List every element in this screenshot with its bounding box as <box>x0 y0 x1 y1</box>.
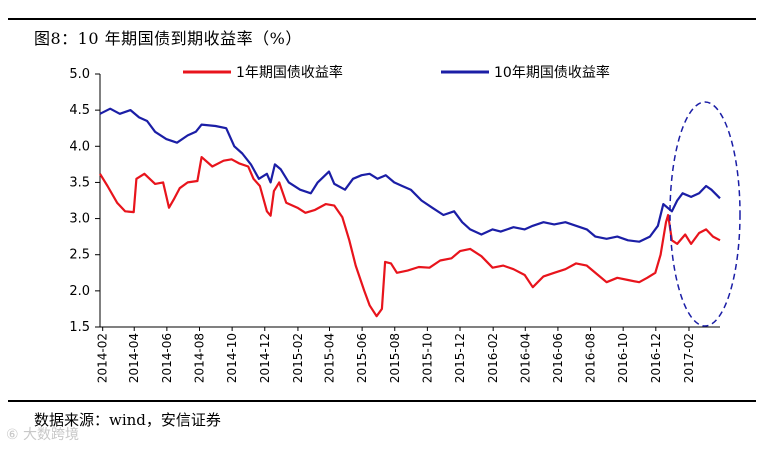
x-tick-label: 2014-08 <box>192 333 206 383</box>
y-tick-label: 2.0 <box>69 284 90 299</box>
y-tick-label: 5.0 <box>69 67 90 82</box>
top-rule <box>8 18 756 20</box>
x-tick-label: 2014-02 <box>96 333 110 383</box>
x-tick-label: 2014-06 <box>160 333 174 383</box>
x-tick-label: 2014-12 <box>258 333 272 383</box>
y-tick-label: 4.5 <box>69 103 90 118</box>
chart-title: 图8：10 年期国债到期收益率（%） <box>34 29 302 48</box>
x-tick-label: 2014-10 <box>225 333 239 383</box>
y-tick-label: 3.0 <box>69 212 90 227</box>
x-tick-label: 2016-12 <box>649 333 663 383</box>
legend-label: 1年期国债收益率 <box>236 64 343 81</box>
highlight-ellipse <box>669 101 741 327</box>
x-tick-label: 2014-04 <box>127 333 141 383</box>
y-tick-label: 4.0 <box>69 139 90 154</box>
x-tick-label: 2015-10 <box>420 333 434 383</box>
legend-label: 10年期国债收益率 <box>494 64 610 81</box>
x-tick-label: 2015-04 <box>322 333 336 383</box>
x-tick-label: 2015-02 <box>291 333 305 383</box>
x-tick-label: 2016-06 <box>551 333 565 383</box>
y-tick-label: 3.5 <box>69 175 90 190</box>
series-line-1y <box>99 156 721 318</box>
chart: 5.0 4.5 4.0 3.5 3.0 2.5 2.0 1.5 2014-02 2014-04 2… <box>69 64 741 383</box>
x-tick-label: 2016-10 <box>616 333 630 383</box>
series-line-10y <box>99 107 721 243</box>
x-tick-label: 2016-04 <box>518 333 532 383</box>
y-tick-label: 1.5 <box>69 320 90 335</box>
x-tick-label: 2017-02 <box>682 333 696 383</box>
x-tick-label: 2015-08 <box>388 333 402 383</box>
x-tick-label: 2015-12 <box>453 333 467 383</box>
watermark: ⑥ 大数跨境 <box>6 427 80 443</box>
y-tick-label: 2.5 <box>69 248 90 263</box>
bottom-rule <box>8 400 756 402</box>
x-tick-label: 2016-08 <box>584 333 598 383</box>
source-note: 数据来源：wind，安信证券 <box>34 411 221 429</box>
x-tick-label: 2016-02 <box>486 333 500 383</box>
x-tick-label: 2015-06 <box>355 333 369 383</box>
